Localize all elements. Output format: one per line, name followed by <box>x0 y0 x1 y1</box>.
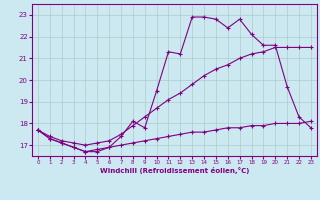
X-axis label: Windchill (Refroidissement éolien,°C): Windchill (Refroidissement éolien,°C) <box>100 167 249 174</box>
